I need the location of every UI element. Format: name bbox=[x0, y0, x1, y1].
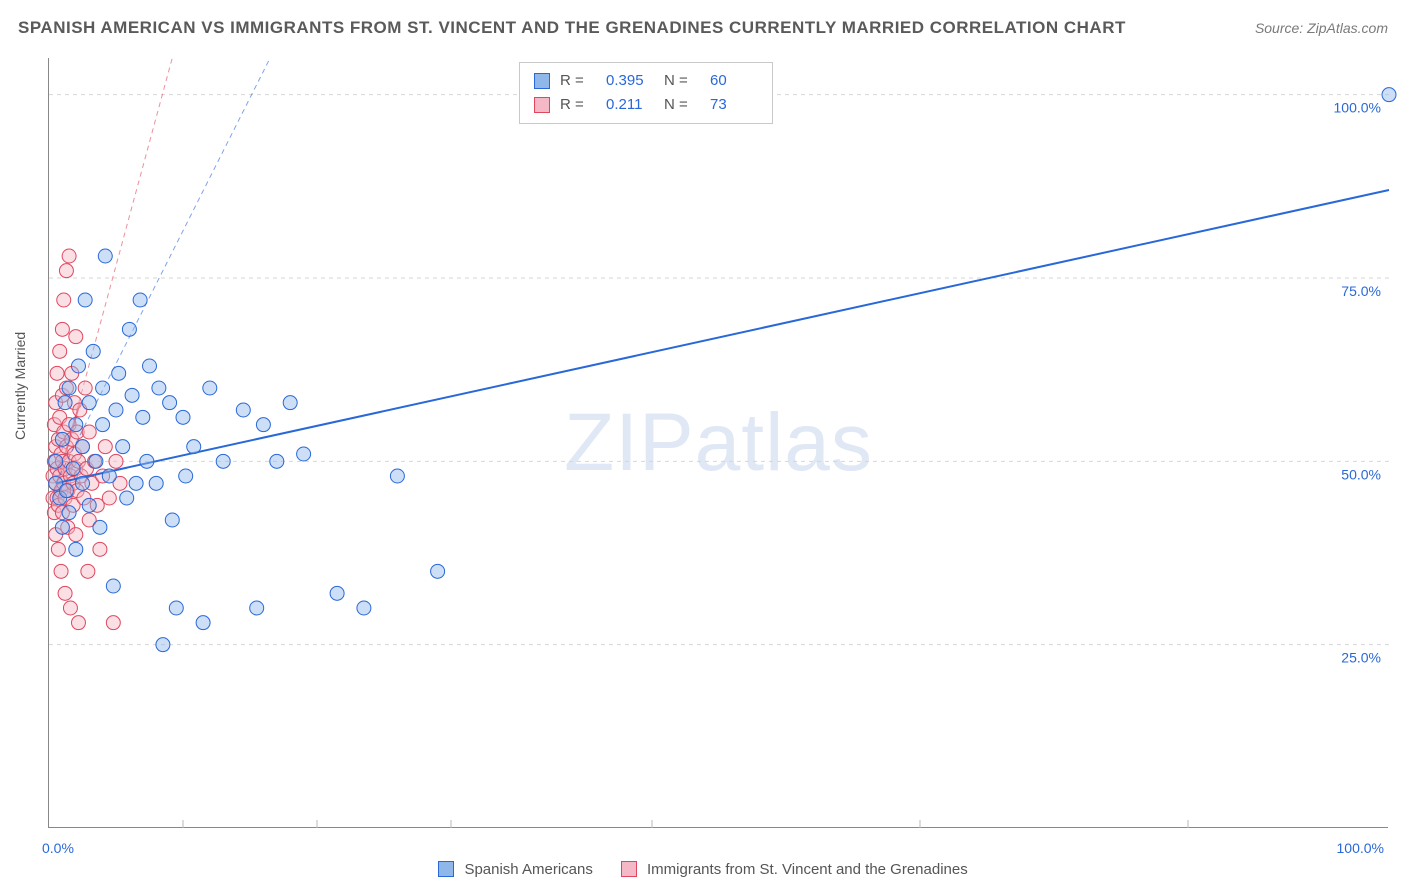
legend-swatch bbox=[621, 861, 637, 877]
n-label: N = bbox=[664, 69, 700, 93]
stats-legend-row: R = 0.395 N = 60 bbox=[534, 69, 758, 93]
r-label: R = bbox=[560, 93, 596, 117]
x-axis-max-label: 100.0% bbox=[1337, 840, 1384, 856]
legend-item: Immigrants from St. Vincent and the Gren… bbox=[621, 861, 968, 878]
legend-label: Immigrants from St. Vincent and the Gren… bbox=[647, 861, 968, 878]
legend-swatch bbox=[438, 861, 454, 877]
legend-item: Spanish Americans bbox=[438, 861, 593, 878]
svg-text:100.0%: 100.0% bbox=[1334, 100, 1381, 116]
svg-text:50.0%: 50.0% bbox=[1341, 466, 1381, 482]
legend-swatch bbox=[534, 73, 550, 89]
n-label: N = bbox=[664, 93, 700, 117]
y-axis-label: Currently Married bbox=[12, 332, 28, 440]
plot-area: ZIPatlas 25.0%50.0%75.0%100.0% R = 0.395… bbox=[48, 58, 1388, 828]
legend-label: Spanish Americans bbox=[464, 861, 592, 878]
r-value: 0.211 bbox=[606, 93, 654, 117]
chart-title: SPANISH AMERICAN VS IMMIGRANTS FROM ST. … bbox=[18, 18, 1126, 38]
header-row: SPANISH AMERICAN VS IMMIGRANTS FROM ST. … bbox=[18, 18, 1388, 38]
svg-text:25.0%: 25.0% bbox=[1341, 650, 1381, 666]
stats-legend-row: R = 0.211 N = 73 bbox=[534, 93, 758, 117]
bottom-legend: Spanish Americans Immigrants from St. Vi… bbox=[0, 861, 1406, 878]
scatter-chart: 25.0% 50.0% 75.0% 100.0% bbox=[49, 58, 1389, 828]
stats-legend: R = 0.395 N = 60 R = 0.211 N = 73 bbox=[519, 62, 773, 124]
n-value: 73 bbox=[710, 93, 758, 117]
source-attribution: Source: ZipAtlas.com bbox=[1255, 20, 1388, 36]
r-label: R = bbox=[560, 69, 596, 93]
x-axis-origin-label: 0.0% bbox=[42, 840, 74, 856]
r-value: 0.395 bbox=[606, 69, 654, 93]
plot-wrap: ZIPatlas 25.0%50.0%75.0%100.0% R = 0.395… bbox=[48, 58, 1388, 828]
n-value: 60 bbox=[710, 69, 758, 93]
svg-text:75.0%: 75.0% bbox=[1341, 283, 1381, 299]
legend-swatch bbox=[534, 97, 550, 113]
